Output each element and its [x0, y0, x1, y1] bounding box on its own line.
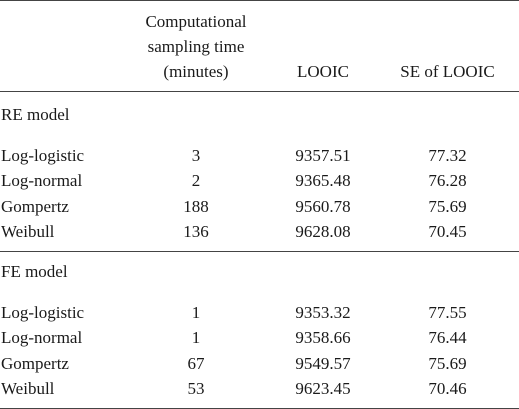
looic-value: 9560.78 — [295, 197, 351, 216]
header-time-line2: sampling time — [147, 37, 245, 56]
time-value: 53 — [187, 379, 205, 398]
looic-value: 9357.51 — [295, 146, 351, 165]
table-top-rule — [0, 0, 519, 1]
time-value: 2 — [191, 171, 201, 190]
se-value: 76.44 — [428, 328, 467, 347]
header-time-line1: Computational — [145, 12, 247, 31]
model-name: Gompertz — [1, 197, 69, 216]
time-value: 67 — [187, 354, 205, 373]
model-name: Gompertz — [1, 354, 69, 373]
model-name: Log-normal — [1, 328, 83, 347]
looic-value: 9365.48 — [295, 171, 351, 190]
section-title-fe: FE model — [1, 262, 68, 281]
looic-value: 9358.66 — [295, 328, 351, 347]
section-title-re: RE model — [1, 105, 70, 124]
time-value: 136 — [183, 222, 209, 241]
se-value: 77.32 — [428, 146, 467, 165]
se-value: 75.69 — [428, 197, 467, 216]
time-value: 3 — [191, 146, 201, 165]
header-time-line3: (minutes) — [163, 62, 229, 81]
looic-value: 9353.32 — [295, 303, 351, 322]
time-value: 1 — [191, 328, 201, 347]
se-value: 70.45 — [428, 222, 467, 241]
model-name: Log-normal — [1, 171, 83, 190]
looic-value: 9628.08 — [295, 222, 351, 241]
looic-value: 9549.57 — [295, 354, 351, 373]
header-looic: LOOIC — [297, 62, 349, 81]
header-se-looic: SE of LOOIC — [400, 62, 495, 81]
model-name: Weibull — [1, 379, 55, 398]
model-name: Log-logistic — [1, 146, 85, 165]
se-value: 76.28 — [428, 171, 467, 190]
se-value: 70.46 — [428, 379, 467, 398]
se-value: 75.69 — [428, 354, 467, 373]
section-rule — [0, 251, 519, 252]
header-rule — [0, 91, 519, 92]
time-value: 188 — [183, 197, 209, 216]
model-name: Weibull — [1, 222, 55, 241]
se-value: 77.55 — [428, 303, 467, 322]
model-name: Log-logistic — [1, 303, 85, 322]
looic-value: 9623.45 — [295, 379, 351, 398]
time-value: 1 — [191, 303, 201, 322]
